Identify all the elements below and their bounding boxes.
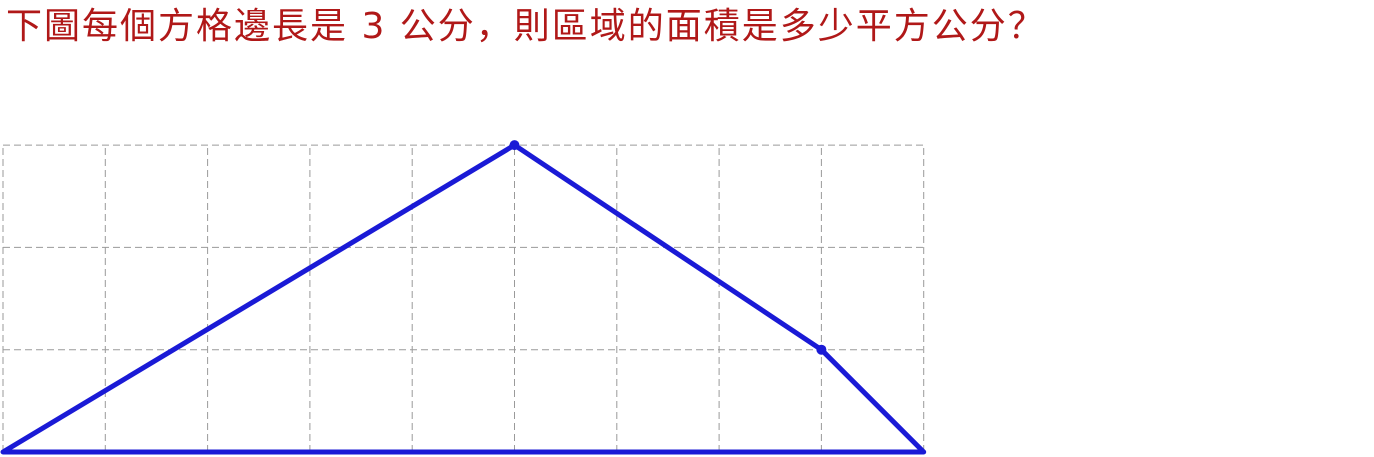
question-text: 下圖每個方格邊長是 3 公分，則區域的面積是多少平方公分？: [6, 6, 1046, 47]
dashed-grid: [2, 144, 925, 453]
shaded-region-outline: [0, 142, 927, 455]
vertex-markers: [509, 140, 827, 355]
vertex-dot: [816, 344, 827, 355]
vertex-dot: [509, 140, 520, 151]
